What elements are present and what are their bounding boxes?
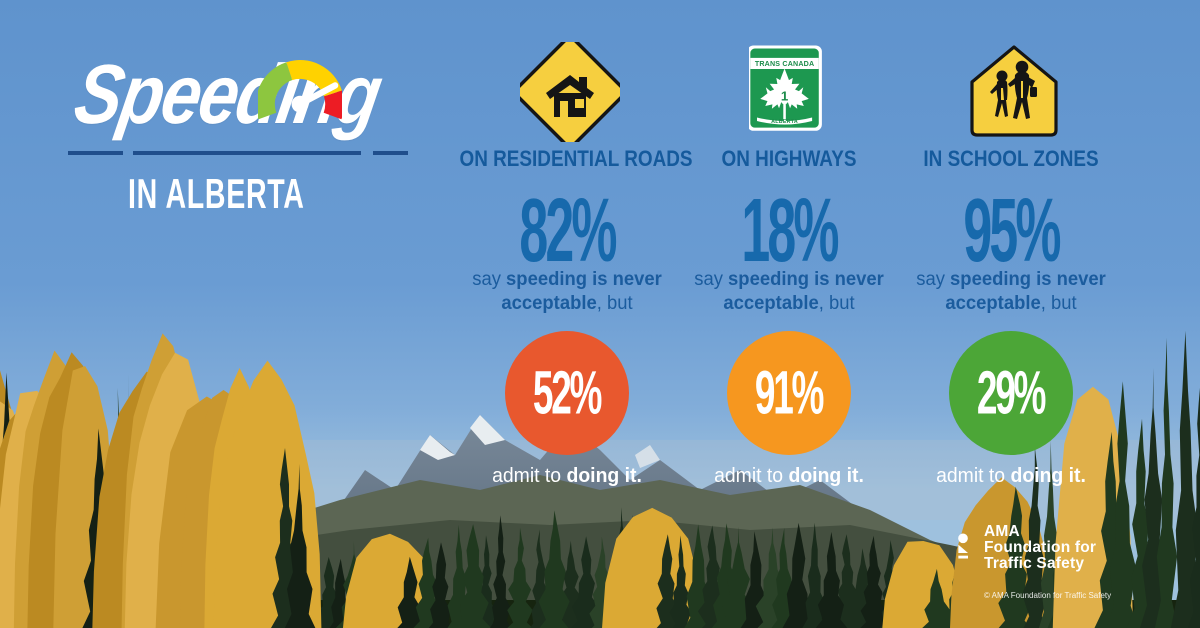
svg-text:ALBERTA: ALBERTA (771, 119, 798, 125)
svg-text:TRANS CANADA: TRANS CANADA (755, 60, 814, 68)
svg-text:1: 1 (781, 89, 789, 104)
